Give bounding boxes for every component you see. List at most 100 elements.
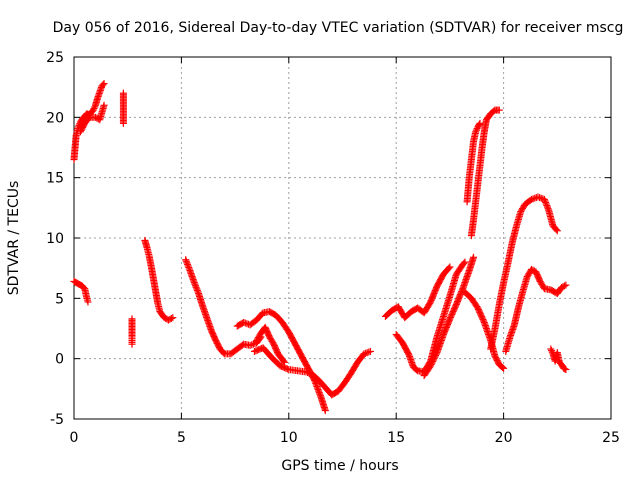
- data-point: [470, 253, 478, 261]
- data-point: [192, 283, 200, 291]
- y-tick-label: 25: [46, 50, 64, 66]
- data-point: [475, 121, 483, 129]
- data-point: [460, 259, 468, 267]
- data-point: [552, 226, 560, 234]
- y-tick-label: 15: [46, 171, 64, 187]
- data-point: [89, 106, 97, 114]
- data-point: [100, 80, 108, 88]
- data-point: [543, 202, 551, 210]
- data-point: [90, 104, 98, 112]
- data-point: [182, 256, 190, 264]
- data-point: [542, 198, 550, 206]
- data-point: [561, 365, 569, 373]
- data-point: [365, 348, 373, 356]
- data-point: [430, 355, 438, 363]
- data-point: [193, 286, 201, 294]
- y-tick-label: 10: [46, 231, 64, 247]
- x-tick-label: 5: [177, 430, 186, 446]
- x-tick-label: 0: [70, 430, 79, 446]
- data-point: [249, 340, 257, 348]
- data-point: [547, 345, 555, 353]
- data-point: [302, 368, 310, 376]
- data-point: [191, 280, 199, 288]
- data-point: [562, 366, 570, 374]
- grid: [74, 57, 611, 419]
- data-point: [184, 262, 192, 270]
- data-point: [432, 352, 440, 360]
- x-tick-label: 10: [280, 430, 298, 446]
- y-tick-label: 5: [55, 291, 64, 307]
- data-point: [542, 200, 550, 208]
- data-point: [169, 314, 177, 322]
- data-point: [185, 265, 193, 273]
- data-points: [70, 80, 570, 415]
- data-point: [240, 318, 248, 326]
- data-point: [363, 349, 371, 357]
- data-point: [167, 314, 175, 322]
- x-tick-label: 20: [495, 430, 513, 446]
- data-point: [182, 257, 190, 265]
- data-point: [544, 205, 552, 213]
- data-point: [472, 126, 480, 134]
- data-point: [480, 317, 488, 325]
- data-point: [560, 282, 568, 290]
- data-point: [528, 195, 536, 203]
- data-point: [553, 227, 561, 235]
- data-point: [119, 119, 127, 127]
- data-point: [536, 194, 544, 202]
- data-point: [427, 362, 435, 370]
- data-point: [429, 356, 437, 364]
- data-point: [281, 358, 289, 366]
- data-point: [192, 282, 200, 290]
- data-point: [100, 101, 108, 109]
- data-point: [541, 197, 549, 205]
- data-point: [461, 258, 469, 266]
- data-point: [366, 347, 374, 355]
- data-point: [537, 194, 545, 202]
- data-point: [190, 279, 198, 287]
- data-point: [194, 288, 202, 296]
- data-point: [99, 81, 107, 89]
- x-tick-label: 25: [602, 430, 620, 446]
- data-point: [427, 360, 435, 368]
- data-point: [543, 203, 551, 211]
- x-tick-label: 15: [387, 430, 405, 446]
- data-point: [500, 364, 508, 372]
- data-point: [360, 350, 368, 358]
- data-point: [321, 407, 329, 415]
- data-point: [193, 285, 201, 293]
- data-point: [445, 264, 453, 272]
- axis-ticks: 0 5 10 15 20 25 -5 0 5 10 15 20 25: [46, 50, 620, 446]
- data-point: [185, 263, 193, 271]
- data-point: [495, 106, 503, 114]
- data-point: [428, 359, 436, 367]
- data-point: [283, 365, 291, 373]
- data-point: [84, 298, 92, 306]
- data-point: [531, 194, 539, 202]
- data-point: [248, 341, 256, 349]
- y-tick-label: 0: [55, 352, 64, 368]
- data-point: [562, 281, 570, 289]
- data-point: [75, 121, 83, 129]
- data-point: [431, 353, 439, 361]
- data-point: [446, 263, 454, 271]
- data-point: [246, 341, 254, 349]
- data-point: [534, 193, 542, 201]
- y-tick-label: -5: [50, 412, 64, 428]
- data-point: [183, 259, 191, 267]
- x-axis-label: GPS time / hours: [281, 458, 398, 474]
- data-point: [91, 103, 99, 111]
- data-point: [540, 195, 548, 203]
- data-point: [184, 260, 192, 268]
- data-point: [128, 340, 136, 348]
- data-point: [529, 195, 537, 203]
- data-point: [280, 357, 288, 365]
- y-tick-label: 20: [46, 110, 64, 126]
- data-point: [476, 119, 484, 127]
- data-point: [432, 350, 440, 358]
- y-axis-label: SDTVAR / TECUs: [6, 181, 22, 296]
- chart-title: Day 056 of 2016, Sidereal Day-to-day VTE…: [53, 20, 624, 36]
- data-point: [472, 128, 480, 136]
- data-point: [305, 369, 313, 377]
